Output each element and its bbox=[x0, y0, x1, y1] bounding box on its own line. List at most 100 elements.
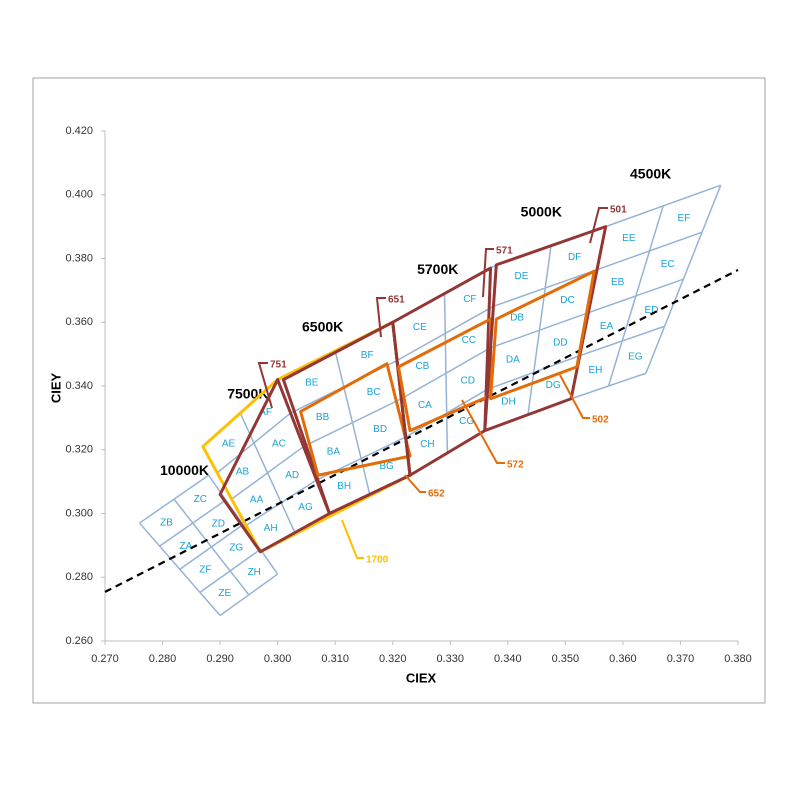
bin-label: BD bbox=[373, 424, 387, 435]
callout-label: 1700 bbox=[366, 555, 389, 566]
bin-label: ZG bbox=[229, 543, 243, 554]
bin-line bbox=[179, 524, 244, 570]
bin-label: AH bbox=[264, 523, 278, 534]
bin-label: CB bbox=[415, 361, 429, 372]
y-tick-label: 0.380 bbox=[65, 252, 93, 264]
bin-line bbox=[490, 311, 589, 349]
x-tick-label: 0.340 bbox=[494, 653, 522, 665]
bin-label: ZH bbox=[248, 567, 261, 578]
bin-label: CE bbox=[413, 322, 427, 333]
y-tick-label: 0.260 bbox=[65, 635, 93, 647]
bin-line bbox=[400, 347, 491, 400]
bin-line bbox=[138, 522, 221, 616]
bin-label: ZE bbox=[218, 588, 231, 599]
x-tick-label: 0.370 bbox=[667, 653, 695, 665]
bin-label: AD bbox=[285, 470, 299, 481]
bin-label: EG bbox=[628, 351, 643, 362]
bin-line bbox=[139, 474, 210, 524]
y-tick-label: 0.320 bbox=[65, 444, 93, 456]
bin-label: AF bbox=[259, 407, 272, 418]
bin-label: DA bbox=[506, 355, 520, 366]
bin-label: CC bbox=[462, 335, 476, 346]
callout-label: 751 bbox=[270, 360, 287, 371]
callout-label: 572 bbox=[507, 460, 524, 471]
x-tick-label: 0.360 bbox=[609, 653, 637, 665]
y-tick-label: 0.340 bbox=[65, 380, 93, 392]
bin-label: BE bbox=[305, 377, 319, 388]
bin-outline bbox=[483, 225, 608, 433]
callout-label: 502 bbox=[592, 415, 609, 426]
bin-label: EA bbox=[600, 321, 614, 332]
bin-line bbox=[570, 372, 647, 400]
bin-line bbox=[596, 231, 703, 271]
bin-label: CF bbox=[463, 294, 476, 305]
bin-label: CA bbox=[418, 400, 432, 411]
callout-leader bbox=[257, 362, 273, 409]
bin-line bbox=[303, 398, 402, 448]
bin-label: AG bbox=[298, 502, 313, 513]
bin-label: DF bbox=[568, 252, 581, 263]
bin-outline bbox=[299, 362, 412, 477]
bin-label: BC bbox=[367, 387, 381, 398]
bin-line bbox=[487, 355, 581, 390]
bin-label: BA bbox=[327, 447, 341, 458]
bin-label: DC bbox=[560, 295, 574, 306]
bin-label: EE bbox=[622, 233, 636, 244]
bin-label: BF bbox=[361, 350, 374, 361]
bin-label: DH bbox=[501, 396, 515, 407]
callout-label: 571 bbox=[496, 246, 513, 257]
bin-label: BB bbox=[316, 412, 330, 423]
x-tick-label: 0.310 bbox=[321, 653, 349, 665]
cct-label: 5700K bbox=[417, 261, 458, 277]
cct-label: 10000K bbox=[160, 462, 209, 478]
bin-label: CG bbox=[459, 416, 474, 427]
x-tick-label: 0.290 bbox=[206, 653, 234, 665]
x-tick-label: 0.330 bbox=[437, 653, 465, 665]
y-tick-label: 0.400 bbox=[65, 189, 93, 201]
bin-label: DB bbox=[510, 313, 524, 324]
bin-outline bbox=[489, 269, 596, 401]
bin-label: CD bbox=[460, 375, 474, 386]
y-tick-label: 0.420 bbox=[65, 125, 93, 137]
y-axis-title: CIEY bbox=[48, 373, 63, 404]
bin-label: AC bbox=[272, 439, 286, 450]
callout-leader bbox=[559, 374, 590, 419]
callout-leader bbox=[589, 207, 608, 244]
bin-line bbox=[219, 573, 279, 617]
bin-line bbox=[579, 325, 665, 357]
bin-label: ZB bbox=[160, 518, 173, 529]
bin-label: AA bbox=[250, 495, 264, 506]
bin-label: ZA bbox=[180, 541, 193, 552]
callout-label: 501 bbox=[610, 205, 627, 216]
bin-line bbox=[605, 184, 721, 228]
callout-leader bbox=[482, 248, 494, 298]
bin-label: DE bbox=[515, 271, 529, 282]
bin-label: DD bbox=[553, 337, 567, 348]
callout-leader bbox=[341, 519, 364, 559]
x-tick-label: 0.350 bbox=[552, 653, 580, 665]
bin-label: EC bbox=[661, 259, 675, 270]
bin-line bbox=[493, 268, 598, 308]
x-tick-label: 0.320 bbox=[379, 653, 407, 665]
bin-label: BG bbox=[379, 461, 394, 472]
x-tick-label: 0.270 bbox=[91, 653, 119, 665]
bin-label: EH bbox=[588, 365, 602, 376]
bin-line bbox=[159, 499, 227, 547]
x-tick-label: 0.280 bbox=[149, 653, 177, 665]
bin-line bbox=[216, 412, 292, 474]
bin-label: ZD bbox=[212, 518, 225, 529]
callout-leader bbox=[404, 474, 426, 493]
callout-leader bbox=[375, 297, 386, 338]
bin-line bbox=[231, 445, 304, 500]
cct-label: 6500K bbox=[302, 318, 343, 334]
bin-label: EB bbox=[611, 277, 625, 288]
callout-leader bbox=[461, 399, 505, 464]
callout-label: 652 bbox=[428, 489, 445, 500]
bin-label: DG bbox=[546, 380, 561, 391]
bin-label: EF bbox=[677, 213, 690, 224]
bin-label: CH bbox=[420, 439, 434, 450]
bin-label: ED bbox=[645, 305, 659, 316]
y-tick-label: 0.300 bbox=[65, 507, 93, 519]
cct-label: 5000K bbox=[521, 204, 562, 220]
